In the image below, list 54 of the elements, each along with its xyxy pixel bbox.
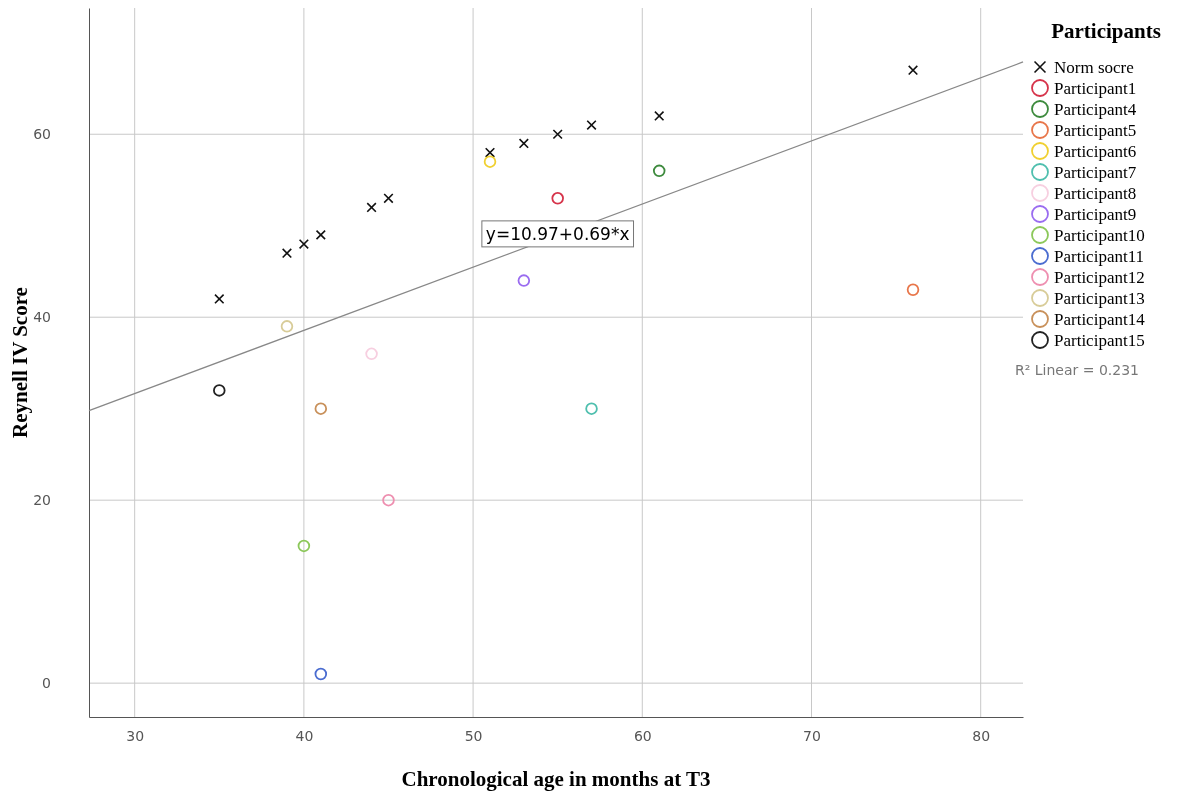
point (365, 347, 378, 361)
legend-label: Participant5 (1054, 121, 1137, 140)
legend-label: Participant4 (1054, 100, 1137, 119)
point (518, 138, 529, 149)
point (280, 320, 294, 333)
point (298, 238, 309, 250)
legend-label: Norm socre (1054, 58, 1134, 77)
legend-label: Participant12 (1054, 268, 1145, 287)
point (213, 384, 226, 397)
point (366, 202, 377, 213)
point (314, 667, 328, 681)
point (906, 283, 920, 297)
x-tick-label: 80 (972, 727, 991, 744)
point (551, 192, 564, 205)
point (314, 402, 328, 415)
point (484, 147, 496, 158)
point (585, 402, 598, 415)
y-tick-label: 40 (33, 309, 51, 326)
x-tick-label: 60 (633, 727, 652, 744)
y-axis-title: Reynell IV Score (8, 287, 32, 438)
legend-label: Participant11 (1054, 247, 1145, 266)
legend-label: Participant7 (1054, 163, 1137, 182)
annotation: y=10.97+0.69*x (485, 223, 630, 244)
legend-label: Participant10 (1054, 226, 1145, 245)
y-tick-label: 0 (42, 675, 51, 692)
point (281, 248, 293, 259)
point (654, 110, 665, 122)
legend-label: Participant1 (1054, 79, 1137, 98)
legend-label: Participant6 (1054, 142, 1137, 161)
y-tick-label: 60 (33, 126, 51, 143)
annotation: R² Linear = 0.231 (1015, 362, 1140, 378)
legend-label: Participant8 (1054, 184, 1137, 203)
legend-label: Participant13 (1054, 289, 1145, 308)
point (383, 193, 394, 204)
y-tick-label: 20 (33, 492, 51, 509)
point (483, 155, 497, 168)
x-tick-label: 70 (803, 727, 821, 744)
x-axis-title: Chronological age in months at T3 (401, 767, 711, 791)
x-tick-label: 50 (464, 727, 483, 744)
legend-label: Participant15 (1054, 331, 1145, 350)
legend-label: Participant14 (1054, 310, 1146, 329)
x-tick-label: 30 (126, 727, 145, 744)
point (517, 274, 531, 287)
x-tick-label: 40 (295, 727, 314, 744)
point (552, 129, 563, 140)
legend-label: Participant9 (1054, 205, 1137, 224)
point (586, 120, 597, 131)
point (652, 164, 666, 178)
point (214, 293, 225, 305)
legend-title: Participants (1051, 19, 1161, 43)
point (382, 493, 395, 507)
point (297, 539, 311, 553)
point (315, 229, 326, 240)
point (907, 65, 919, 76)
